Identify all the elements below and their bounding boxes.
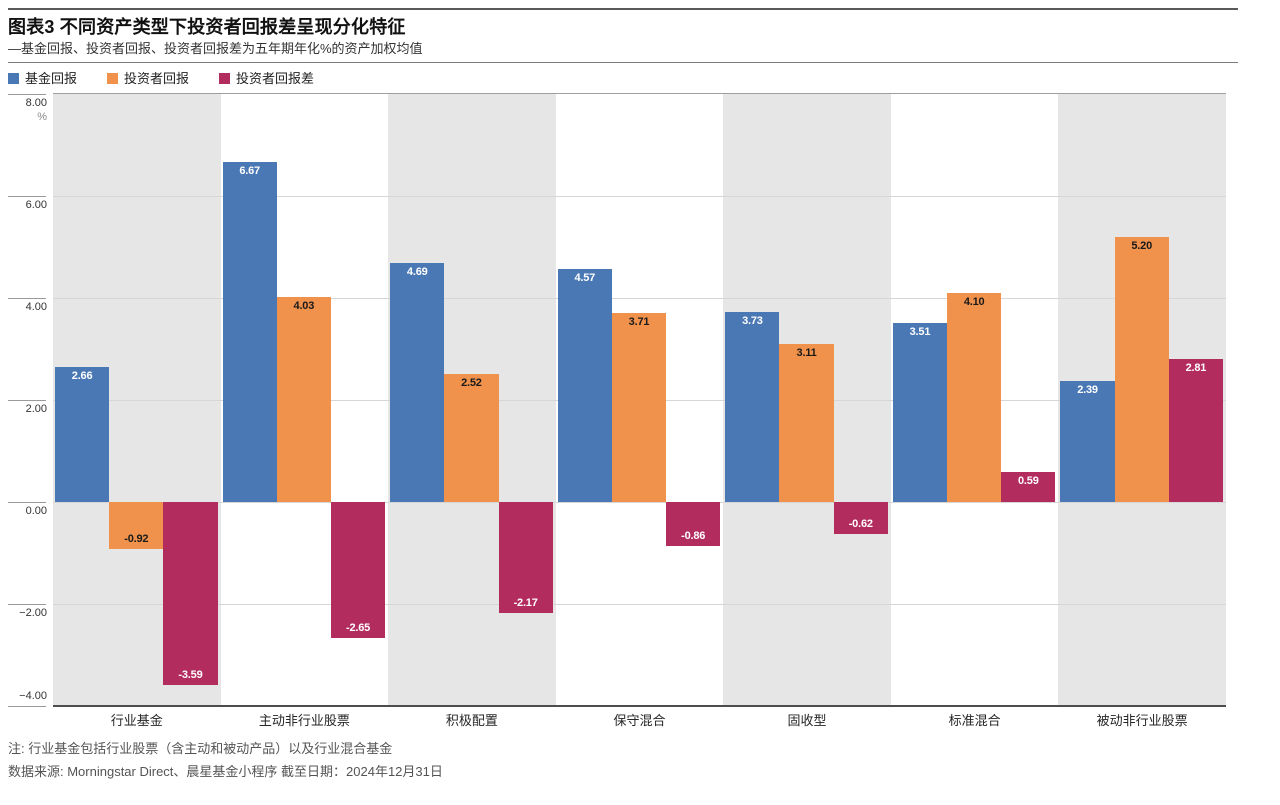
chart-title: 图表3 不同资产类型下投资者回报差呈现分化特征 <box>8 17 406 37</box>
y-tick <box>8 94 46 96</box>
gridline <box>53 604 1226 606</box>
bar: 4.10 <box>947 293 1002 503</box>
y-tick <box>8 706 46 708</box>
category-label: 积极配置 <box>445 713 498 729</box>
category-label: 被动非行业股票 <box>1096 713 1188 729</box>
bar-value-label: 4.03 <box>293 299 315 312</box>
category-label: 标准混合 <box>948 713 1001 729</box>
y-tick-label: −4.00 <box>19 690 47 703</box>
bar: 0.59 <box>1001 472 1056 503</box>
y-axis: 8.00% 6.00 4.00 2.00 0.00 −2.00 −4.00 <box>8 94 53 708</box>
footnote-source: 数据来源: Morningstar Direct、晨星基金小程序 截至日期：20… <box>8 764 443 780</box>
top-divider <box>8 8 1238 10</box>
chart-area: 8.00% 6.00 4.00 2.00 0.00 −2.00 −4.00 2.66 6.67… <box>8 93 1238 708</box>
bar-value-label: 4.69 <box>406 266 428 279</box>
plot-top-border <box>53 93 1226 95</box>
legend-item: 投资者回报差 <box>219 72 314 85</box>
legend-item: 基金回报 <box>8 72 77 85</box>
y-tick <box>8 502 46 504</box>
gridline <box>53 298 1226 300</box>
bar: 6.67 <box>222 162 277 503</box>
category-label: 主动非行业股票 <box>258 713 350 729</box>
bar: -3.59 <box>163 502 218 686</box>
y-tick <box>8 298 46 300</box>
figure-container: 图表3 不同资产类型下投资者回报差呈现分化特征 —基金回报、投资者回报、投资者回… <box>8 8 1238 781</box>
legend: 基金回报 投资者回报 投资者回报差 <box>8 71 1238 86</box>
bar-value-label: 0.59 <box>1018 475 1039 488</box>
y-tick <box>8 400 46 402</box>
bar: 4.03 <box>276 296 331 503</box>
category-label: 保守混合 <box>613 713 666 729</box>
legend-label: 投资者回报差 <box>236 71 315 87</box>
bar-value-label: -2.65 <box>345 621 371 634</box>
bar: 2.66 <box>55 366 110 503</box>
bar-value-label: -0.92 <box>124 533 149 546</box>
category-label: 行业基金 <box>110 713 163 729</box>
y-tick-label: 6.00 <box>25 199 47 212</box>
bar-value-label: -0.86 <box>681 530 706 543</box>
bar-value-label: -0.62 <box>848 518 873 530</box>
y-axis-unit: % <box>37 111 47 124</box>
bar-value-label: 3.73 <box>742 315 763 328</box>
bar: 3.71 <box>611 313 667 503</box>
y-tick-label: 8.00 <box>25 97 47 110</box>
bar-value-label: 3.71 <box>628 316 650 329</box>
x-axis-labels: 行业基金 主动非行业股票 积极配置 保守混合 固收型 标准混合 被动非行业股票 <box>53 712 1226 729</box>
bar: 3.51 <box>892 323 948 503</box>
y-tick-label: −2.00 <box>19 607 47 620</box>
bar-value-label: 2.66 <box>71 369 93 382</box>
gridline <box>53 502 1226 504</box>
category-label: 固收型 <box>787 713 827 729</box>
plot-area: 2.66 6.67 4.69 4.57 3.73 3.51 2.39 -0.92 4.03 2.5… <box>53 93 1226 708</box>
bar-value-label: 5.20 <box>1131 240 1152 253</box>
bar: -2.65 <box>330 502 386 638</box>
x-axis-line <box>53 705 1226 708</box>
bar: 4.57 <box>557 269 612 503</box>
bar-value-label: 2.52 <box>461 376 482 389</box>
bar: 2.52 <box>444 373 499 503</box>
bar-value-label: 4.10 <box>963 296 985 309</box>
chart-subtitle: —基金回报、投资者回报、投资者回报差为五年期年化%的资产加权均值 <box>8 40 423 56</box>
subtitle-divider <box>8 62 1238 64</box>
y-tick-label: 2.00 <box>25 403 47 416</box>
y-tick <box>8 196 46 198</box>
bar-value-label: 6.67 <box>239 165 260 178</box>
bar: -0.92 <box>109 502 164 550</box>
legend-swatch-icon <box>8 73 19 85</box>
y-tick-label: 0.00 <box>25 505 47 518</box>
bar-value-label: 2.39 <box>1077 383 1098 396</box>
bar-value-label: 3.11 <box>796 346 817 359</box>
bar: 4.69 <box>390 263 445 503</box>
bar-value-label: -3.59 <box>178 669 203 682</box>
legend-label: 基金回报 <box>25 71 78 87</box>
bar-value-label: 2.81 <box>1185 362 1207 375</box>
bar-value-label: 3.51 <box>909 326 931 339</box>
bar: -0.62 <box>833 502 888 534</box>
gridline <box>53 196 1226 198</box>
footnote-note: 注: 行业基金包括行业股票（含主动和被动产品）以及行业混合基金 <box>8 741 393 757</box>
y-tick <box>8 604 46 606</box>
footnotes: 注: 行业基金包括行业股票（含主动和被动产品）以及行业混合基金 数据来源: Mo… <box>8 741 1238 781</box>
bar: -2.17 <box>498 502 553 614</box>
bar: 2.81 <box>1168 359 1223 503</box>
bar: 2.39 <box>1060 380 1115 503</box>
bar: 5.20 <box>1114 237 1169 503</box>
bar-value-label: 4.57 <box>574 272 596 285</box>
bar-value-label: -2.17 <box>513 597 538 610</box>
bar: 3.73 <box>725 312 780 503</box>
bar: 3.11 <box>779 343 834 503</box>
legend-swatch-icon <box>107 73 119 85</box>
y-tick-label: 4.00 <box>25 301 47 314</box>
bar: -0.86 <box>666 502 721 547</box>
legend-item: 投资者回报 <box>107 72 189 85</box>
legend-label: 投资者回报 <box>124 71 190 87</box>
legend-swatch-icon <box>219 73 231 85</box>
